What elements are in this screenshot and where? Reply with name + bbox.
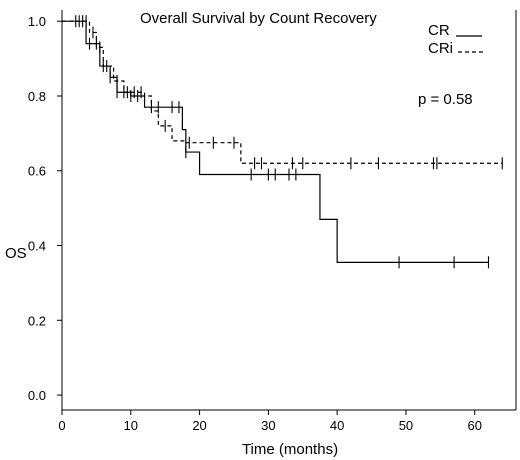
survival-curve-cr (62, 20, 489, 263)
x-axis-title: Time (months) (242, 441, 338, 458)
legend: CR CRi (428, 22, 484, 57)
chart-title: Overall Survival by Count Recovery (140, 10, 377, 27)
x-tick-label: 40 (330, 418, 344, 433)
y-ticks: 0.0 0.2 0.4 0.6 0.8 1.0 (28, 14, 62, 403)
y-tick-label: 0.4 (28, 239, 46, 254)
series-layer (62, 15, 503, 269)
x-tick-label: 50 (399, 418, 413, 433)
x-tick-label: 30 (261, 418, 275, 433)
x-tick-label: 0 (58, 418, 65, 433)
survival-curve-cri (62, 20, 503, 164)
plot-area (61, 10, 517, 411)
y-tick-label: 0.6 (28, 164, 46, 179)
legend-label-cr: CR (428, 22, 450, 39)
p-value-annotation: p = 0.58 (418, 91, 473, 108)
x-tick-label: 60 (467, 418, 481, 433)
y-axis-title: OS (5, 245, 27, 262)
legend-label-cri: CRi (428, 40, 453, 57)
y-tick-label: 1.0 (28, 14, 46, 29)
y-tick-label: 0.0 (28, 388, 46, 403)
x-ticks: 0 10 20 30 40 50 60 (58, 410, 482, 433)
y-tick-label: 0.8 (28, 89, 46, 104)
x-tick-label: 20 (192, 418, 206, 433)
x-tick-label: 10 (124, 418, 138, 433)
y-tick-label: 0.2 (28, 313, 46, 328)
